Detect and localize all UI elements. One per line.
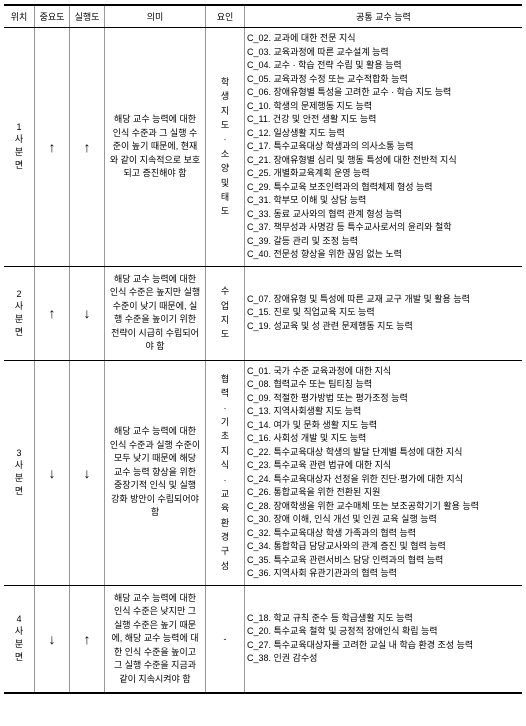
skill-item: C_03. 교육과정에 따른 교수설계 능력 bbox=[247, 46, 520, 60]
cell-meaning: 해당 교수 능력에 대한 인식 수준은 높지만 실행 수준이 낮기 때문에, 실… bbox=[105, 266, 206, 360]
skill-item: C_14. 여가 및 문화 생활 지도 능력 bbox=[247, 419, 520, 433]
skill-item: C_29. 특수교육 보조인력과의 협력체제 형성 능력 bbox=[247, 181, 520, 195]
cell-importance: ↑ bbox=[35, 28, 70, 267]
cell-execution: ↑ bbox=[70, 28, 105, 267]
skill-item: C_32. 특수교육대상 학생 가족과의 협력 능력 bbox=[247, 527, 520, 541]
skill-item: C_08. 협력교수 또는 팀티칭 능력 bbox=[247, 378, 520, 392]
col-importance: 중요도 bbox=[35, 5, 70, 28]
cell-factor: 협력·기초지식·교육환경구성 bbox=[206, 360, 245, 585]
skill-item: C_07. 장애유형 및 특성에 따른 교재 교구 개발 및 활용 능력 bbox=[247, 293, 520, 307]
skill-item: C_19. 성교육 및 성 관련 문제행동 지도 능력 bbox=[247, 320, 520, 334]
skill-item: C_17. 특수교육대상 학생과의 의사소통 능력 bbox=[247, 140, 520, 154]
skill-item: C_28. 장애학생을 위한 교수매체 또는 보조공학기기 활용 능력 bbox=[247, 500, 520, 514]
cell-position: 3사분면 bbox=[4, 360, 35, 585]
cell-meaning: 해당 교수 능력에 대한 인식 수준과 그 실행 수준이 높기 때문에, 현재와… bbox=[105, 28, 206, 267]
skill-item: C_20. 특수교육 철학 및 긍정적 장애인식 확립 능력 bbox=[247, 625, 520, 639]
table-row: 3사분면↓↓해당 교수 능력에 대한 인식 수준과 실행 수준이 모두 낮기 때… bbox=[4, 360, 522, 585]
col-meaning: 의미 bbox=[105, 5, 206, 28]
cell-factor: - bbox=[206, 585, 245, 693]
quadrant-table: 위치 중요도 실행도 의미 요인 공통 교수 능력 1사분면↑↑해당 교수 능력… bbox=[4, 4, 522, 694]
cell-execution: ↓ bbox=[70, 266, 105, 360]
skill-item: C_15. 진로 및 직업교육 지도 능력 bbox=[247, 306, 520, 320]
table-row: 1사분면↑↑해당 교수 능력에 대한 인식 수준과 그 실행 수준이 높기 때문… bbox=[4, 28, 522, 267]
skill-item: C_11. 건강 및 안전 생활 지도 능력 bbox=[247, 113, 520, 127]
cell-importance: ↓ bbox=[35, 360, 70, 585]
cell-importance: ↓ bbox=[35, 585, 70, 693]
col-skills: 공통 교수 능력 bbox=[245, 5, 523, 28]
skill-item: C_16. 사회성 개발 및 지도 능력 bbox=[247, 432, 520, 446]
cell-meaning: 해당 교수 능력에 대한 인식 수준과 실행 수준이 모두 낮기 때문에 해당 … bbox=[105, 360, 206, 585]
skill-item: C_22. 특수교육대상 학생의 발달 단계별 특성에 대한 지식 bbox=[247, 446, 520, 460]
cell-execution: ↑ bbox=[70, 585, 105, 693]
col-execution: 실행도 bbox=[70, 5, 105, 28]
skill-item: C_04. 교수 · 학습 전략 수립 및 활용 능력 bbox=[247, 59, 520, 73]
skill-item: C_18. 학교 규칙 준수 등 학급생활 지도 능력 bbox=[247, 612, 520, 626]
skill-item: C_27. 특수교육대상자를 고려한 교실 내 학습 환경 조성 능력 bbox=[247, 639, 520, 653]
skill-item: C_37. 책무성과 사명감 등 특수교사로서의 윤리와 철학 bbox=[247, 221, 520, 235]
cell-position: 4사분면 bbox=[4, 585, 35, 693]
col-position: 위치 bbox=[4, 5, 35, 28]
skill-item: C_24. 특수교육대상자 선정을 위한 진단·평가에 대한 지식 bbox=[247, 473, 520, 487]
cell-skills: C_18. 학교 규칙 준수 등 학급생활 지도 능력C_20. 특수교육 철학… bbox=[245, 585, 523, 693]
skill-item: C_13. 지역사회생활 지도 능력 bbox=[247, 405, 520, 419]
skill-item: C_40. 전문성 향상을 위한 끊임 없는 노력 bbox=[247, 248, 520, 262]
cell-meaning: 해당 교수 능력에 대한 인식 수준은 낮지만 그 실행 수준은 높기 때문에,… bbox=[105, 585, 206, 693]
skill-item: C_39. 갈등 관리 및 조정 능력 bbox=[247, 235, 520, 249]
cell-importance: ↑ bbox=[35, 266, 70, 360]
skill-item: C_12. 일상생활 지도 능력 bbox=[247, 127, 520, 141]
cell-factor: 수업지도 bbox=[206, 266, 245, 360]
table-row: 4사분면↓↑해당 교수 능력에 대한 인식 수준은 낮지만 그 실행 수준은 높… bbox=[4, 585, 522, 693]
skill-item: C_06. 장애유형별 특성을 고려한 교수 · 학습 지도 능력 bbox=[247, 86, 520, 100]
cell-execution: ↓ bbox=[70, 360, 105, 585]
cell-position: 2사분면 bbox=[4, 266, 35, 360]
skill-item: C_38. 인권 감수성 bbox=[247, 652, 520, 666]
table-row: 2사분면↑↓해당 교수 능력에 대한 인식 수준은 높지만 실행 수준이 낮기 … bbox=[4, 266, 522, 360]
skill-item: C_25. 개별화교육계획 운영 능력 bbox=[247, 167, 520, 181]
skill-item: C_10. 학생의 문제행동 지도 능력 bbox=[247, 100, 520, 114]
skill-item: C_09. 적절한 평가방법 또는 평가조정 능력 bbox=[247, 392, 520, 406]
skill-item: C_34. 통합학급 담당교사와의 관계 증진 및 협력 능력 bbox=[247, 540, 520, 554]
skill-item: C_31. 학부모 이해 및 상담 능력 bbox=[247, 194, 520, 208]
skill-item: C_23. 특수교육 관련 법규에 대한 지식 bbox=[247, 459, 520, 473]
cell-position: 1사분면 bbox=[4, 28, 35, 267]
cell-factor: 학생지도·소양및태도 bbox=[206, 28, 245, 267]
skill-item: C_33. 동료 교사와의 협력 관계 형성 능력 bbox=[247, 208, 520, 222]
cell-skills: C_01. 국가 수준 교육과정에 대한 지식C_08. 협력교수 또는 팀티칭… bbox=[245, 360, 523, 585]
skill-item: C_01. 국가 수준 교육과정에 대한 지식 bbox=[247, 365, 520, 379]
skill-item: C_30. 장애 이해, 인식 개선 및 인권 교육 실행 능력 bbox=[247, 513, 520, 527]
skill-item: C_36. 지역사회 유관기관과의 협력 능력 bbox=[247, 567, 520, 581]
cell-skills: C_02. 교과에 대한 전문 지식C_03. 교육과정에 따른 교수설계 능력… bbox=[245, 28, 523, 267]
skill-item: C_35. 특수교육 관련서비스 담당 인력과의 협력 능력 bbox=[247, 554, 520, 568]
skill-item: C_21. 장애유형별 심리 및 행동 특성에 대한 전반적 지식 bbox=[247, 154, 520, 168]
col-factor: 요인 bbox=[206, 5, 245, 28]
skill-item: C_02. 교과에 대한 전문 지식 bbox=[247, 32, 520, 46]
skill-item: C_26. 통합교육을 위한 전환된 지원 bbox=[247, 486, 520, 500]
skill-item: C_05. 교육과정 수정 또는 교수적합화 능력 bbox=[247, 73, 520, 87]
cell-skills: C_07. 장애유형 및 특성에 따른 교재 교구 개발 및 활용 능력C_15… bbox=[245, 266, 523, 360]
